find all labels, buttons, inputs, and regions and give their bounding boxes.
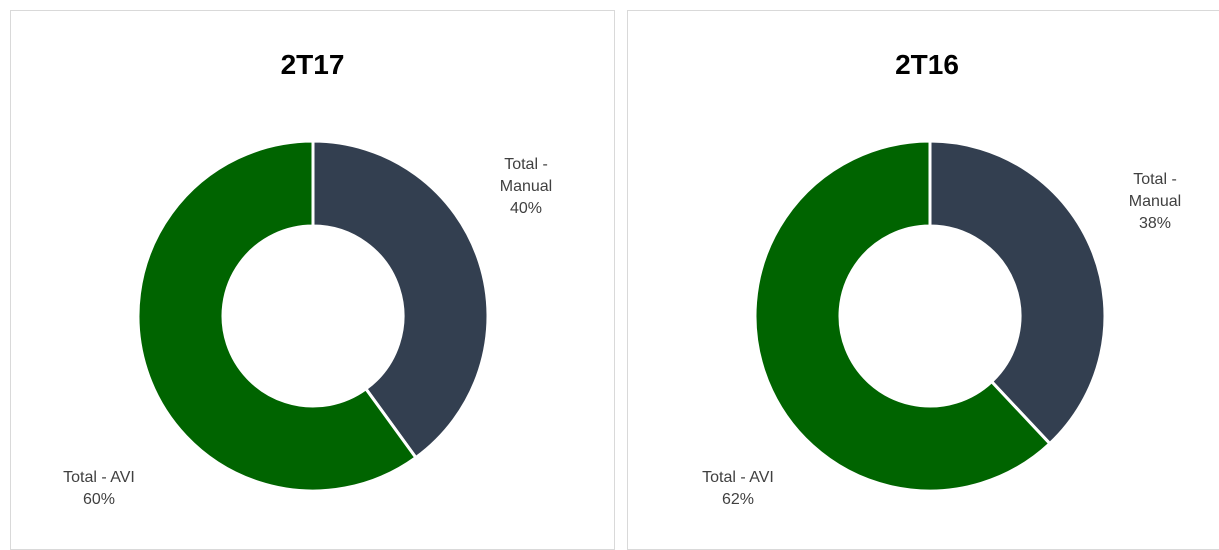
label-value: 60%	[82, 491, 116, 508]
donut	[136, 139, 490, 493]
donut-slice	[311, 139, 490, 460]
donut-slice	[928, 139, 1107, 446]
donut	[753, 139, 1107, 493]
chart-title: 2T16	[895, 49, 959, 80]
donut-slice	[753, 139, 1052, 493]
data-label: Total - AVI 60%	[54, 467, 144, 511]
data-label: Total - Manual 38%	[1110, 169, 1200, 235]
label-category: Total - Manual	[499, 156, 553, 195]
label-category: Total - AVI	[63, 469, 135, 486]
donut-slice	[136, 139, 418, 493]
chart-panel: 2T16 Total - Manual 38% Total - AVI 62%	[627, 10, 1219, 550]
label-value: 40%	[509, 200, 543, 217]
chart-panel: 2T17 Total - Manual 40% Total - AVI 60%	[10, 10, 615, 550]
label-category: Total - Manual	[1128, 171, 1182, 210]
label-value: 62%	[721, 491, 755, 508]
chart-title: 2T17	[280, 49, 345, 80]
data-label: Total - AVI 62%	[693, 467, 783, 511]
data-label: Total - Manual 40%	[481, 154, 571, 220]
label-value: 38%	[1138, 215, 1172, 232]
label-category: Total - AVI	[702, 469, 774, 486]
